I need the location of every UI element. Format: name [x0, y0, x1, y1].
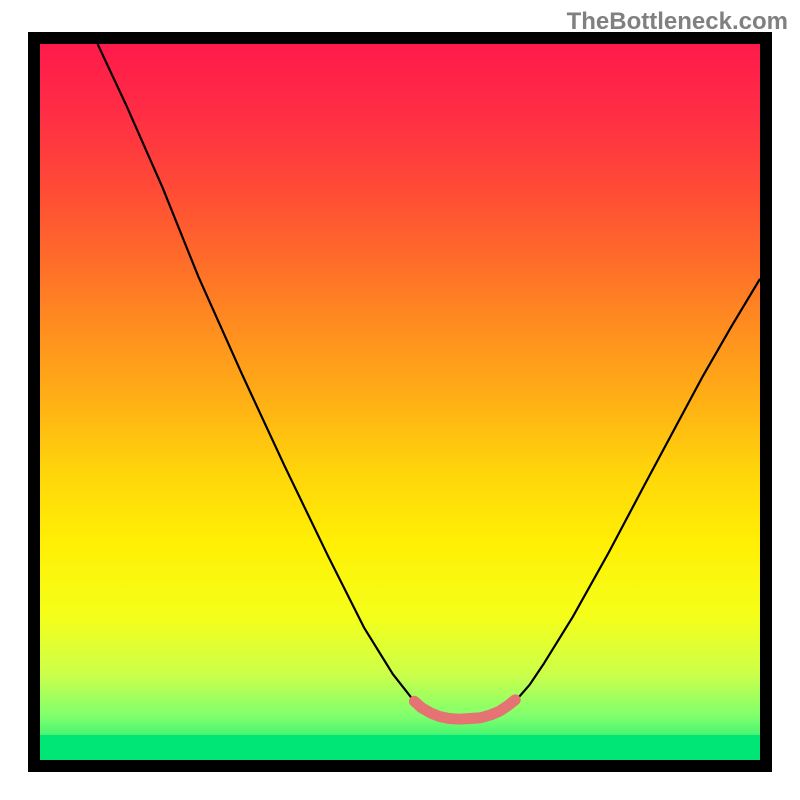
bottleneck-curve-chart [40, 44, 760, 760]
watermark-text: TheBottleneck.com [567, 8, 788, 36]
